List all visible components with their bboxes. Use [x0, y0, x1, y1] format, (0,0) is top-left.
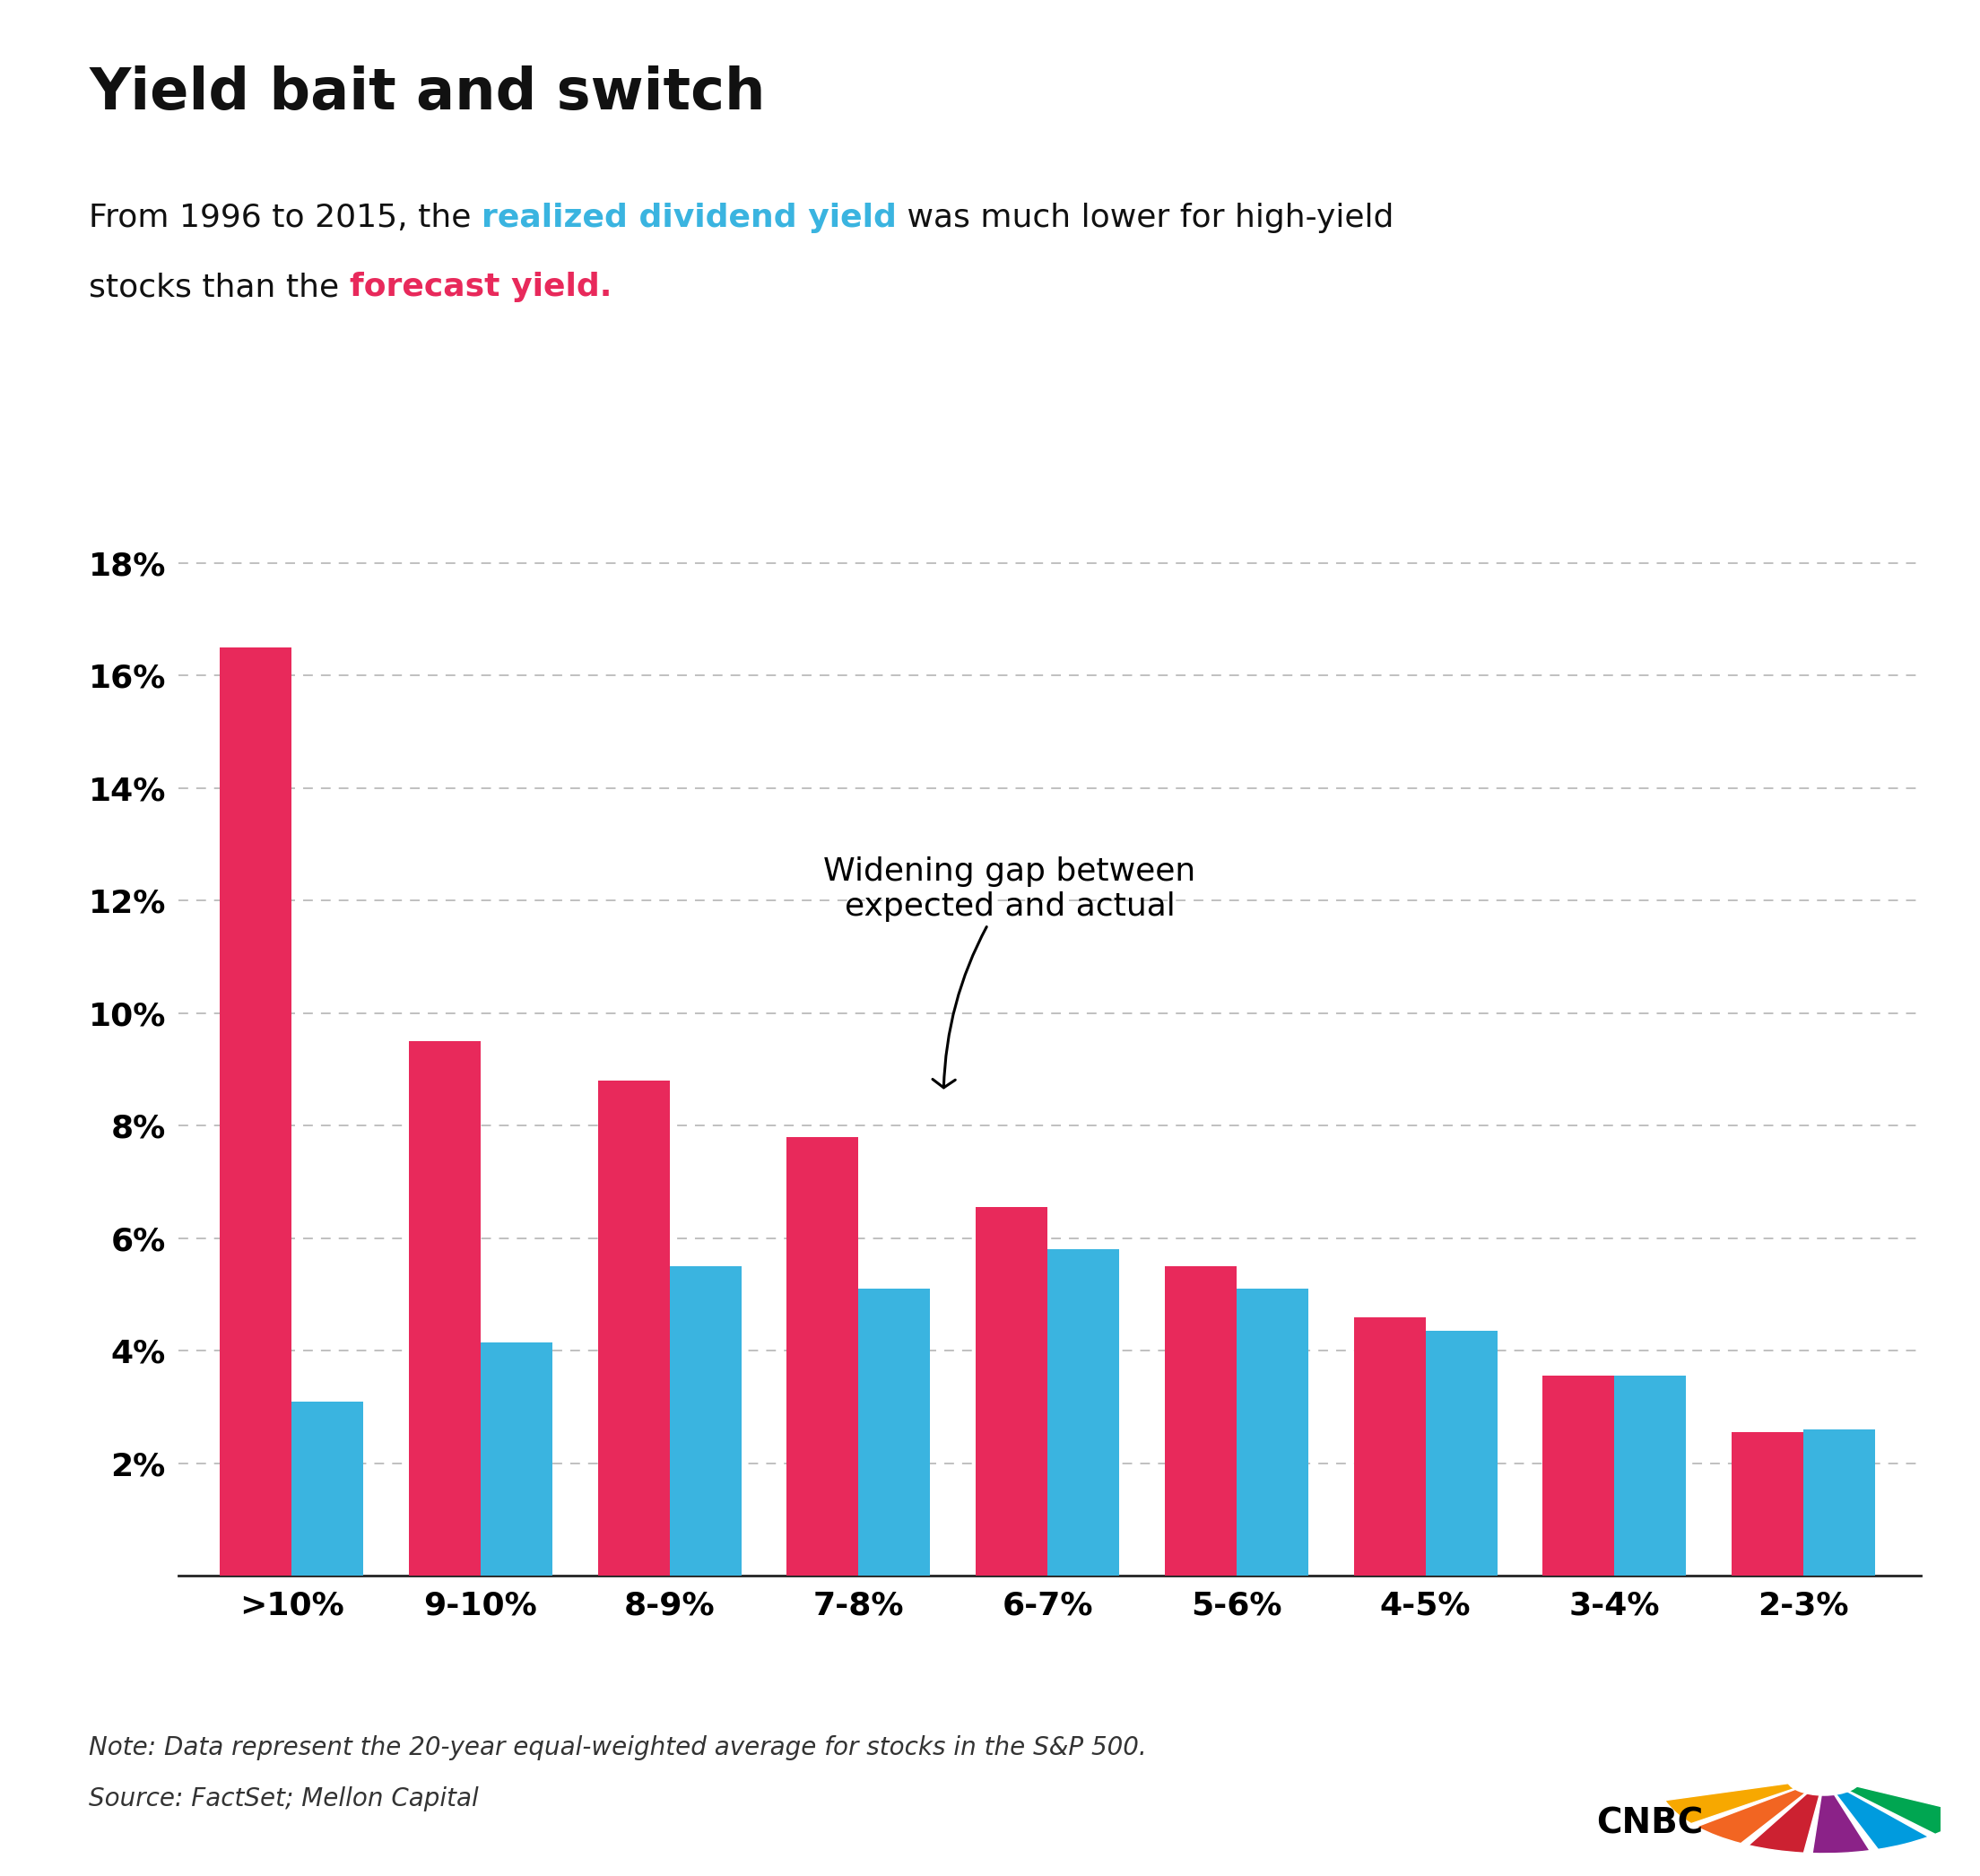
Text: Widening gap between
expected and actual: Widening gap between expected and actual — [824, 855, 1196, 1088]
Text: From 1996 to 2015, the: From 1996 to 2015, the — [89, 203, 481, 233]
Bar — [1804, 1430, 1875, 1576]
Bar — [669, 1266, 741, 1576]
Bar — [859, 1289, 931, 1576]
Text: realized dividend yield: realized dividend yield — [481, 203, 897, 233]
Text: was much lower for high-yield: was much lower for high-yield — [897, 203, 1394, 233]
Bar — [481, 1343, 552, 1576]
Bar — [291, 1401, 364, 1576]
Text: stocks than the: stocks than the — [89, 272, 350, 302]
Bar — [1732, 1433, 1804, 1576]
Bar — [1614, 1377, 1687, 1576]
Wedge shape — [1832, 1786, 1929, 1850]
Text: CNBC: CNBC — [1596, 1807, 1703, 1840]
Bar — [408, 1041, 481, 1576]
Bar — [220, 647, 291, 1576]
Bar — [1047, 1249, 1119, 1576]
Circle shape — [1786, 1762, 1861, 1795]
Bar — [598, 1081, 669, 1576]
Bar — [1236, 1289, 1309, 1576]
Text: Note: Data represent the 20-year equal-weighted average for stocks in the S&P 50: Note: Data represent the 20-year equal-w… — [89, 1735, 1146, 1760]
Bar — [976, 1208, 1047, 1576]
Wedge shape — [1812, 1788, 1869, 1853]
Wedge shape — [1665, 1780, 1808, 1823]
Wedge shape — [1837, 1782, 1970, 1835]
Bar — [1542, 1377, 1614, 1576]
Text: forecast yield.: forecast yield. — [350, 272, 612, 302]
Wedge shape — [1748, 1786, 1822, 1853]
Text: Source: FactSet; Mellon Capital: Source: FactSet; Mellon Capital — [89, 1786, 479, 1810]
Text: Yield bait and switch: Yield bait and switch — [89, 66, 766, 122]
Wedge shape — [1697, 1784, 1814, 1844]
Bar — [1426, 1332, 1497, 1576]
Bar — [786, 1137, 859, 1576]
Bar — [1164, 1266, 1236, 1576]
Bar — [1354, 1317, 1426, 1576]
